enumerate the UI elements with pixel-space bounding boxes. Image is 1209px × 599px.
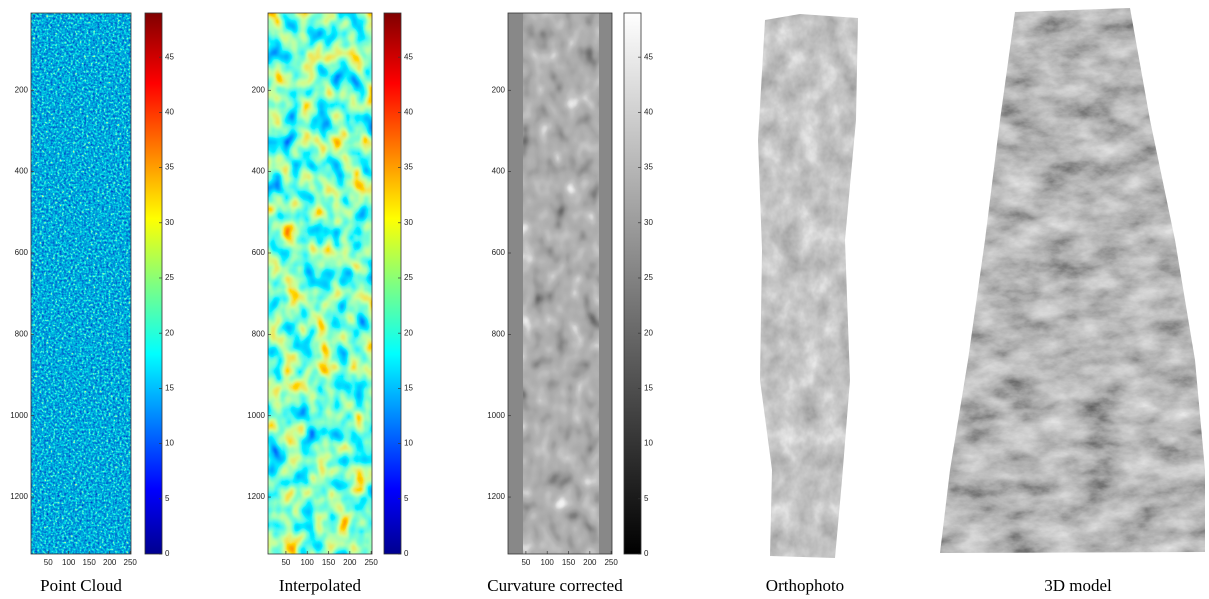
y-tick-label: 400 — [252, 167, 266, 176]
colorbar-tick-label: 40 — [644, 107, 653, 116]
colorbar-tick-label: 25 — [165, 273, 174, 282]
y-tick-label: 1000 — [10, 411, 28, 420]
x-tick-label: 250 — [604, 558, 618, 567]
colorbar-tick-label: 0 — [644, 549, 649, 558]
y-tick-label: 1200 — [10, 492, 28, 501]
interpolated-image — [268, 13, 372, 554]
caption: Orthophoto — [766, 576, 844, 595]
colorbar-tick-label: 20 — [644, 328, 653, 337]
x-tick-label: 250 — [124, 558, 138, 567]
orthophoto-image — [745, 10, 865, 565]
x-tick-label: 50 — [521, 558, 530, 567]
colorbar-tick-label: 5 — [165, 494, 170, 503]
caption: 3D model — [1044, 576, 1112, 595]
colorbar — [624, 13, 641, 554]
colorbar-tick-label: 35 — [165, 163, 174, 172]
figure: Point Cloud20040060080010001200501001502… — [0, 0, 1209, 599]
colorbar-tick-label: 15 — [644, 383, 653, 392]
y-tick-label: 600 — [492, 248, 506, 257]
x-tick-label: 200 — [343, 558, 357, 567]
colorbar-tick-label: 45 — [404, 52, 413, 61]
colorbar-tick-label: 30 — [404, 218, 413, 227]
x-tick-label: 200 — [103, 558, 117, 567]
y-tick-label: 400 — [15, 167, 29, 176]
3d-model-image — [935, 5, 1207, 557]
y-tick-label: 600 — [15, 248, 29, 257]
colorbar-tick-label: 0 — [404, 549, 409, 558]
colorbar-tick-label: 15 — [404, 383, 413, 392]
y-tick-label: 1000 — [487, 411, 505, 420]
x-tick-label: 100 — [301, 558, 315, 567]
x-tick-label: 50 — [281, 558, 290, 567]
curvature-image — [523, 13, 599, 554]
colorbar-tick-label: 20 — [165, 328, 174, 337]
colorbar-tick-label: 40 — [404, 107, 413, 116]
y-tick-label: 800 — [492, 329, 506, 338]
caption: Curvature corrected — [487, 576, 623, 595]
x-tick-label: 150 — [562, 558, 576, 567]
x-tick-label: 150 — [83, 558, 97, 567]
colorbar-tick-label: 45 — [644, 52, 653, 61]
colorbar-tick-label: 35 — [644, 163, 653, 172]
x-tick-label: 50 — [44, 558, 53, 567]
colorbar-tick-label: 0 — [165, 549, 170, 558]
x-tick-label: 100 — [62, 558, 76, 567]
colorbar-tick-label: 20 — [404, 328, 413, 337]
y-tick-label: 1200 — [247, 492, 265, 501]
y-tick-label: 800 — [15, 329, 29, 338]
x-tick-label: 250 — [364, 558, 378, 567]
x-tick-label: 150 — [322, 558, 336, 567]
colorbar-tick-label: 10 — [165, 439, 174, 448]
y-tick-label: 200 — [15, 85, 29, 94]
colorbar-tick-label: 5 — [644, 494, 649, 503]
y-tick-label: 200 — [252, 85, 266, 94]
x-tick-label: 100 — [541, 558, 555, 567]
caption: Interpolated — [279, 576, 362, 595]
y-tick-label: 1000 — [247, 411, 265, 420]
colorbar-tick-label: 10 — [644, 439, 653, 448]
colorbar — [145, 13, 162, 554]
colorbar — [384, 13, 401, 554]
caption: Point Cloud — [40, 576, 122, 595]
y-tick-label: 200 — [492, 85, 506, 94]
colorbar-tick-label: 25 — [644, 273, 653, 282]
colorbar-tick-label: 35 — [404, 163, 413, 172]
y-tick-label: 1200 — [487, 492, 505, 501]
y-tick-label: 800 — [252, 329, 266, 338]
colorbar-tick-label: 15 — [165, 383, 174, 392]
point-cloud-image — [31, 13, 131, 554]
colorbar-tick-label: 45 — [165, 52, 174, 61]
y-tick-label: 400 — [492, 167, 506, 176]
colorbar-tick-label: 30 — [644, 218, 653, 227]
colorbar-tick-label: 30 — [165, 218, 174, 227]
y-tick-label: 600 — [252, 248, 266, 257]
colorbar-tick-label: 25 — [404, 273, 413, 282]
colorbar-tick-label: 5 — [404, 494, 409, 503]
x-tick-label: 200 — [583, 558, 597, 567]
colorbar-tick-label: 40 — [165, 107, 174, 116]
colorbar-tick-label: 10 — [404, 439, 413, 448]
